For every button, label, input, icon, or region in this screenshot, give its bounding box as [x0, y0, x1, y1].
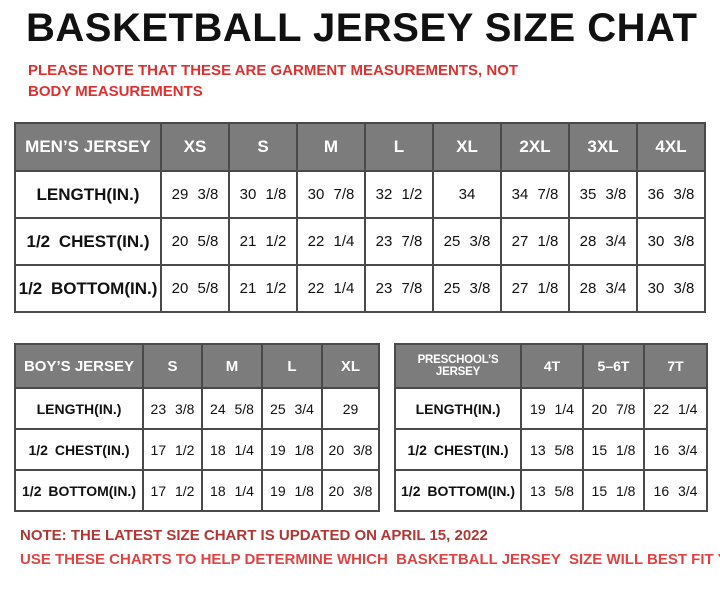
size-value-cell: 34 7/8: [500, 170, 570, 219]
size-value-cell: 22 1/4: [643, 387, 708, 430]
size-value-cell: 13 5/8: [520, 469, 584, 512]
preschool-column-header-7t: 7T: [643, 343, 708, 389]
mens-header-row: MEN’S JERSEY XS S M L XL 2XL 3XL 4XL: [14, 122, 706, 172]
boys-row-label-chest: 1/2 CHEST(IN.): [14, 428, 144, 471]
size-value-cell: 21 1/2: [228, 217, 298, 266]
size-value-cell: 18 1/4: [201, 428, 263, 471]
size-value-cell: 16 3/4: [643, 428, 708, 471]
size-value-cell: 18 1/4: [201, 469, 263, 512]
mens-jersey-table: MEN’S JERSEY XS S M L XL 2XL 3XL 4XL LEN…: [14, 122, 706, 313]
mens-column-header-xs: XS: [160, 122, 230, 172]
boys-column-header-l: L: [261, 343, 323, 389]
size-value-cell: 23 7/8: [364, 264, 434, 313]
mens-column-header-3xl: 3XL: [568, 122, 638, 172]
preschool-header-row: PRESCHOOL’S JERSEY 4T 5–6T 7T: [394, 343, 708, 389]
size-value-cell: 25 3/4: [261, 387, 323, 430]
boys-jersey-table: BOY’S JERSEY S M L XL LENGTH(IN.) 23 3/8…: [14, 343, 380, 512]
preschools-jersey-table: PRESCHOOL’S JERSEY 4T 5–6T 7T LENGTH(IN.…: [394, 343, 708, 512]
mens-column-header-xl: XL: [432, 122, 502, 172]
boys-length-row: LENGTH(IN.) 23 3/8 24 5/8 25 3/4 29: [14, 387, 380, 430]
size-value-cell: 35 3/8: [568, 170, 638, 219]
preschool-column-header-4t: 4T: [520, 343, 584, 389]
mens-row-label-chest: 1/2 CHEST(IN.): [14, 217, 162, 266]
size-value-cell: 30 1/8: [228, 170, 298, 219]
size-value-cell: 17 1/2: [142, 469, 203, 512]
boys-column-header-xl: XL: [321, 343, 380, 389]
boys-bottom-row: 1/2 BOTTOM(IN.) 17 1/2 18 1/4 19 1/8 20 …: [14, 469, 380, 512]
preschool-column-header-5-6t: 5–6T: [582, 343, 645, 389]
size-value-cell: 13 5/8: [520, 428, 584, 471]
size-value-cell: 24 5/8: [201, 387, 263, 430]
boys-header-row: BOY’S JERSEY S M L XL: [14, 343, 380, 389]
boys-table-title-cell: BOY’S JERSEY: [14, 343, 144, 389]
fit-guidance-note: USE THESE CHARTS TO HELP DETERMINE WHICH…: [20, 551, 720, 568]
size-value-cell: 32 1/2: [364, 170, 434, 219]
size-value-cell: 19 1/4: [520, 387, 584, 430]
page-title: BASKETBALL JERSEY SIZE CHAT: [26, 6, 698, 50]
size-value-cell: 20 5/8: [160, 264, 230, 313]
boys-column-header-s: S: [142, 343, 203, 389]
mens-chest-row: 1/2 CHEST(IN.) 20 5/8 21 1/2 22 1/4 23 7…: [14, 217, 706, 266]
size-value-cell: 19 1/8: [261, 469, 323, 512]
mens-column-header-2xl: 2XL: [500, 122, 570, 172]
size-value-cell: 16 3/4: [643, 469, 708, 512]
preschool-row-label-length: LENGTH(IN.): [394, 387, 522, 430]
size-value-cell: 22 1/4: [296, 264, 366, 313]
mens-column-header-4xl: 4XL: [636, 122, 706, 172]
size-value-cell: 17 1/2: [142, 428, 203, 471]
size-value-cell: 20 3/8: [321, 428, 380, 471]
size-value-cell: 25 3/8: [432, 217, 502, 266]
size-value-cell: 21 1/2: [228, 264, 298, 313]
preschool-row-label-bottom: 1/2 BOTTOM(IN.): [394, 469, 522, 512]
preschool-row-label-chest: 1/2 CHEST(IN.): [394, 428, 522, 471]
garment-measurement-note: PLEASE NOTE THAT THESE ARE GARMENT MEASU…: [28, 62, 519, 100]
size-value-cell: 23 7/8: [364, 217, 434, 266]
mens-table-title-cell: MEN’S JERSEY: [14, 122, 162, 172]
size-value-cell: 34: [432, 170, 502, 219]
size-value-cell: 27 1/8: [500, 264, 570, 313]
size-value-cell: 19 1/8: [261, 428, 323, 471]
boys-column-header-m: M: [201, 343, 263, 389]
size-value-cell: 23 3/8: [142, 387, 203, 430]
size-value-cell: 28 3/4: [568, 217, 638, 266]
size-value-cell: 15 1/8: [582, 469, 645, 512]
preschool-length-row: LENGTH(IN.) 19 1/4 20 7/8 22 1/4: [394, 387, 708, 430]
mens-column-header-l: L: [364, 122, 434, 172]
size-value-cell: 27 1/8: [500, 217, 570, 266]
size-value-cell: 25 3/8: [432, 264, 502, 313]
size-value-cell: 36 3/8: [636, 170, 706, 219]
size-value-cell: 20 7/8: [582, 387, 645, 430]
preschool-bottom-row: 1/2 BOTTOM(IN.) 13 5/8 15 1/8 16 3/4: [394, 469, 708, 512]
size-value-cell: 20 3/8: [321, 469, 380, 512]
mens-column-header-s: S: [228, 122, 298, 172]
size-value-cell: 20 5/8: [160, 217, 230, 266]
boys-chest-row: 1/2 CHEST(IN.) 17 1/2 18 1/4 19 1/8 20 3…: [14, 428, 380, 471]
boys-row-label-bottom: 1/2 BOTTOM(IN.): [14, 469, 144, 512]
mens-row-label-bottom: 1/2 BOTTOM(IN.): [14, 264, 162, 313]
mens-column-header-m: M: [296, 122, 366, 172]
size-value-cell: 30 7/8: [296, 170, 366, 219]
update-date-note: NOTE: THE LATEST SIZE CHART IS UPDATED O…: [20, 527, 488, 544]
mens-length-row: LENGTH(IN.) 29 3/8 30 1/8 30 7/8 32 1/2 …: [14, 170, 706, 219]
size-value-cell: 29 3/8: [160, 170, 230, 219]
preschool-table-title-cell: PRESCHOOL’S JERSEY: [394, 343, 522, 389]
mens-row-label-length: LENGTH(IN.): [14, 170, 162, 219]
size-value-cell: 30 3/8: [636, 264, 706, 313]
size-value-cell: 30 3/8: [636, 217, 706, 266]
size-value-cell: 15 1/8: [582, 428, 645, 471]
size-value-cell: 28 3/4: [568, 264, 638, 313]
boys-row-label-length: LENGTH(IN.): [14, 387, 144, 430]
size-value-cell: 29: [321, 387, 380, 430]
preschool-chest-row: 1/2 CHEST(IN.) 13 5/8 15 1/8 16 3/4: [394, 428, 708, 471]
mens-bottom-row: 1/2 BOTTOM(IN.) 20 5/8 21 1/2 22 1/4 23 …: [14, 264, 706, 313]
size-value-cell: 22 1/4: [296, 217, 366, 266]
